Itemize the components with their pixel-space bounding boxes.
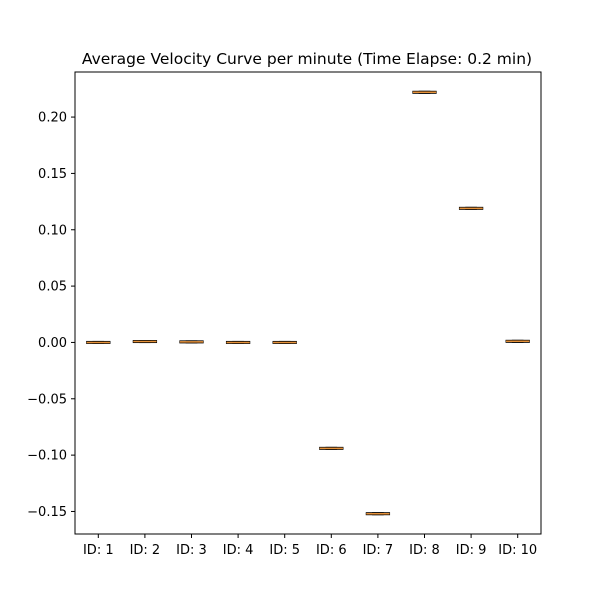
x-tick-label: ID: 3 xyxy=(176,543,207,558)
y-tick-label: −0.10 xyxy=(27,449,67,464)
x-tick-label: ID: 2 xyxy=(130,543,161,558)
x-tick-label: ID: 9 xyxy=(456,543,487,558)
x-tick-label: ID: 6 xyxy=(316,543,347,558)
y-tick-label: 0.15 xyxy=(38,167,67,182)
y-tick-label: 0.10 xyxy=(38,223,67,238)
y-tick-label: 0.20 xyxy=(38,111,67,126)
x-tick-label: ID: 7 xyxy=(363,543,394,558)
x-tick-label: ID: 10 xyxy=(498,543,537,558)
x-tick-label: ID: 4 xyxy=(223,543,254,558)
x-tick-label: ID: 8 xyxy=(409,543,440,558)
y-tick-label: −0.05 xyxy=(27,392,67,407)
y-tick-label: 0.05 xyxy=(38,280,67,295)
chart-title: Average Velocity Curve per minute (Time … xyxy=(82,50,532,68)
plot-area: −0.15 −0.10 −0.05 0.00 0.05 0.10 0.15 0.20 ID: 1… xyxy=(27,71,542,558)
x-tick-label: ID: 1 xyxy=(83,543,114,558)
axes-frame xyxy=(74,71,542,535)
y-tick-label: −0.15 xyxy=(27,505,67,520)
x-tick-label: ID: 5 xyxy=(269,543,300,558)
y-tick-label: 0.00 xyxy=(38,336,67,351)
